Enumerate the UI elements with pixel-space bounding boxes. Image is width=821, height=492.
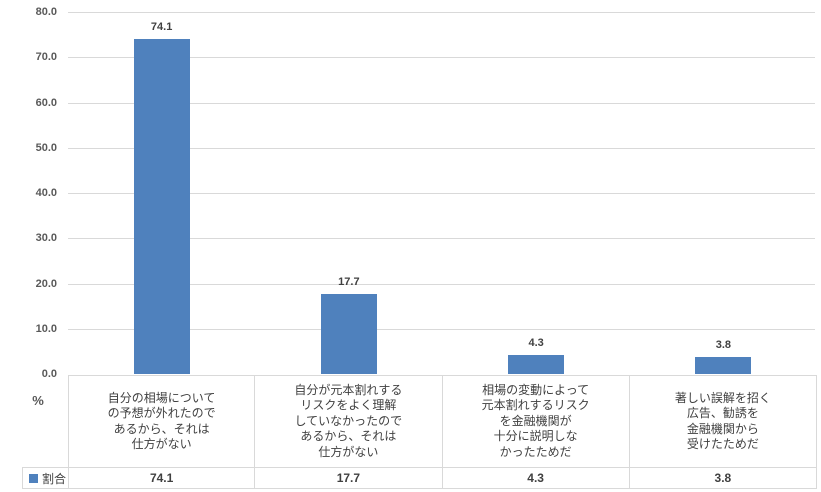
bar-2: [320, 293, 377, 374]
table-value-cell: 3.8: [629, 467, 817, 489]
y-axis-tick-label: 10.0: [35, 322, 57, 335]
y-axis-tick-label: 40.0: [35, 187, 57, 199]
gridline: [68, 238, 815, 240]
bar-3: [508, 354, 565, 374]
bar-value-label: 17.7: [338, 275, 360, 288]
y-axis-tick-label: 30.0: [35, 232, 57, 245]
bar-1: [133, 38, 190, 374]
gridline: [68, 328, 815, 330]
gridline: [68, 147, 815, 149]
y-axis-tick-label: 50.0: [35, 141, 57, 154]
gridline: [68, 193, 815, 194]
category-cell: 自分の相場について の予想が外れたので あるから、それは 仕方がない: [68, 375, 256, 467]
category-cell: 相場の変動によって 元本割れするリスク を金融機関が 十分に説明しな かったため…: [442, 375, 630, 467]
bar-4: [695, 356, 752, 374]
gridline: [68, 57, 815, 59]
legend-cell: 割合: [22, 467, 69, 489]
legend-series-swatch-icon: [29, 473, 38, 483]
y-axis-tick-label: 60.0: [35, 96, 57, 109]
table-value-cell: 17.7: [255, 467, 443, 489]
bar-value-label: 3.8: [715, 338, 732, 351]
bar-value-label: 74.1: [150, 20, 173, 33]
y-axis-tick-label: 0.0: [41, 368, 57, 380]
gridline: [68, 12, 815, 13]
y-axis-title: %: [32, 393, 44, 408]
legend-series-label: 割合: [42, 471, 67, 486]
y-axis-tick-label: 20.0: [35, 277, 57, 290]
table-value-cell: 4.3: [442, 467, 630, 489]
y-axis-tick-label: 70.0: [35, 51, 57, 64]
table-value-cell: 74.1: [68, 467, 256, 489]
y-axis-tick-label: 80.0: [35, 6, 57, 18]
gridline: [68, 283, 815, 285]
category-cell: 著しい誤解を招く 広告、勧誘を 金融機関から 受けたためだ: [629, 375, 817, 467]
gridline: [68, 102, 815, 104]
category-cell: 自分が元本割れする リスクをよく理解 していなかったので あるから、それは 仕方…: [255, 375, 443, 467]
bar-value-label: 4.3: [528, 336, 544, 349]
